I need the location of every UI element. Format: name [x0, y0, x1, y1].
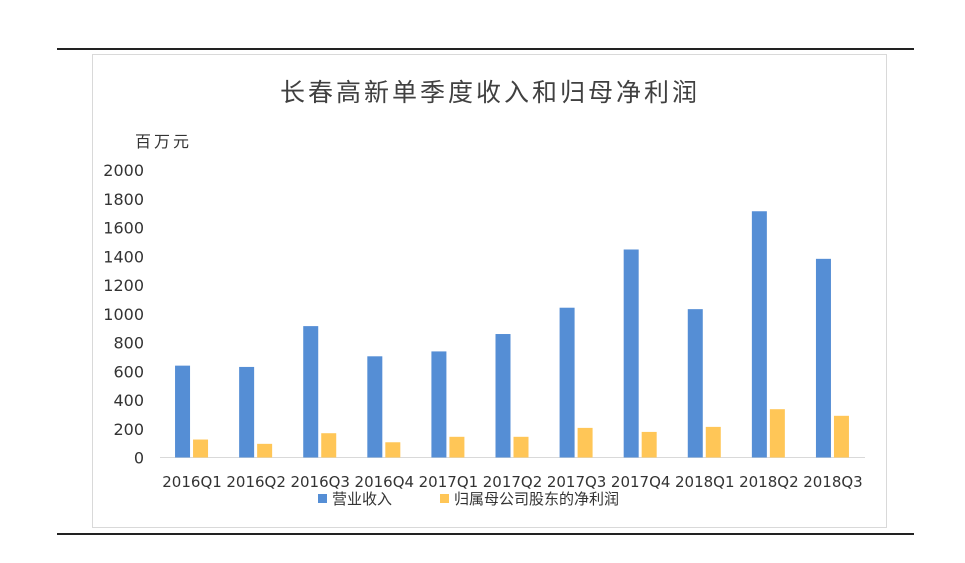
bar-net-profit	[833, 415, 849, 458]
y-tick-label: 1600	[103, 219, 144, 238]
x-tick-label: 2016Q1	[162, 473, 222, 491]
bar-revenue	[559, 307, 575, 458]
y-tick-label: 1000	[103, 305, 144, 324]
legend-swatch	[318, 494, 327, 503]
x-tick-label: 2016Q2	[226, 473, 286, 491]
bar-net-profit	[449, 436, 465, 458]
bar-net-profit	[321, 433, 337, 458]
bar-revenue	[303, 326, 319, 458]
y-tick-label: 2000	[103, 161, 144, 180]
bar-revenue	[495, 334, 511, 458]
bar-net-profit	[385, 442, 401, 458]
y-axis-label: 百万元	[135, 132, 192, 151]
y-tick-label: 400	[113, 391, 144, 410]
chart-title: 长春高新单季度收入和归母净利润	[280, 78, 700, 107]
bar-net-profit	[577, 427, 593, 458]
legend-label: 营业收入	[332, 490, 392, 508]
x-tick-label: 2017Q1	[419, 473, 479, 491]
y-tick-label: 1800	[103, 190, 144, 209]
bar-net-profit	[257, 443, 273, 458]
y-tick-label: 0	[134, 449, 144, 468]
x-tick-label: 2018Q1	[675, 473, 735, 491]
y-tick-label: 1200	[103, 276, 144, 295]
bar-net-profit	[513, 436, 529, 458]
bar-net-profit	[193, 439, 209, 458]
chart-frame	[92, 54, 887, 528]
x-tick-label: 2018Q3	[803, 473, 863, 491]
legend-swatch	[440, 494, 449, 503]
y-tick-label: 1400	[103, 247, 144, 266]
x-tick-label: 2017Q2	[483, 473, 543, 491]
bar-revenue	[367, 356, 383, 458]
y-tick-label: 800	[113, 334, 144, 353]
bar-revenue	[751, 211, 767, 458]
bar-net-profit	[641, 431, 657, 458]
x-tick-label: 2016Q4	[355, 473, 415, 491]
bar-revenue	[239, 366, 255, 458]
bar-revenue	[431, 351, 447, 458]
bar-revenue	[623, 249, 639, 458]
x-tick-label: 2016Q3	[290, 473, 350, 491]
bar-revenue	[815, 258, 831, 458]
x-tick-label: 2017Q4	[611, 473, 671, 491]
bar-net-profit	[769, 409, 785, 458]
bar-revenue	[687, 309, 703, 458]
x-tick-label: 2018Q2	[739, 473, 799, 491]
legend-label: 归属母公司股东的净利润	[454, 490, 619, 508]
bar-revenue	[175, 365, 191, 458]
bar-net-profit	[705, 426, 721, 458]
y-tick-label: 600	[113, 362, 144, 381]
top-rule	[57, 48, 914, 50]
x-tick-label: 2017Q3	[547, 473, 607, 491]
y-tick-label: 200	[113, 420, 144, 439]
bottom-rule	[57, 533, 914, 535]
